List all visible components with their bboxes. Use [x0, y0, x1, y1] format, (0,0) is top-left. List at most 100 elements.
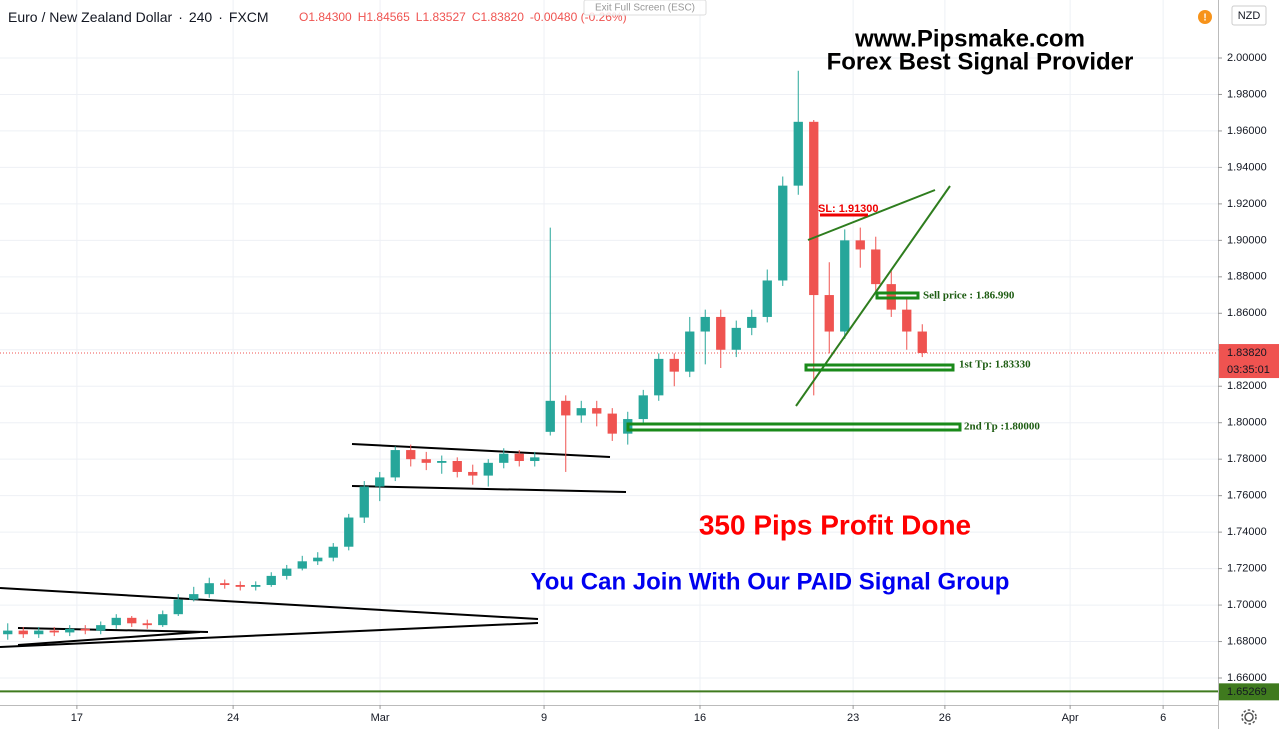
trendlines	[0, 443, 627, 648]
profit-text: 350 Pips Profit Done	[699, 509, 971, 540]
currency-box[interactable]	[1231, 5, 1267, 26]
trendline	[17, 631, 201, 646]
y-tick-label: 1.74000	[1227, 526, 1267, 538]
candle-body	[607, 413, 617, 434]
x-tick-label: 26	[939, 712, 951, 724]
candle-body	[638, 395, 648, 420]
y-tick-label: 1.88000	[1227, 271, 1267, 283]
candle-body	[840, 240, 850, 332]
candle-body	[189, 594, 199, 600]
candle-body	[204, 583, 214, 595]
countdown: 03:35:01	[1227, 364, 1270, 376]
alert-box	[1219, 683, 1279, 701]
alert-icon[interactable]	[1198, 10, 1212, 24]
candle-body	[592, 408, 602, 414]
sell-label: Sell price : 1.86.990	[923, 290, 1015, 302]
x-tick-label: 9	[541, 712, 547, 724]
candle-body	[793, 121, 803, 186]
x-tick-label: 16	[694, 712, 706, 724]
y-tick-label: 1.96000	[1227, 125, 1267, 137]
trendline	[17, 627, 209, 633]
candle-body	[700, 316, 710, 332]
candle-body	[142, 623, 152, 626]
tp1-zone	[804, 363, 955, 372]
candle-body	[514, 453, 524, 462]
x-tick-label: 24	[227, 712, 239, 724]
candle-body	[902, 309, 912, 332]
site: www.Pipsmake.com	[854, 25, 1085, 52]
candle-body	[824, 295, 834, 332]
candle-body	[762, 280, 772, 317]
grid	[0, 0, 1218, 705]
candle-body	[80, 628, 90, 631]
symbol: Euro / New Zealand Dollar · 240 · FXCM	[8, 9, 269, 25]
symbol-name: Euro / New Zealand Dollar	[8, 9, 173, 25]
tagline: Forex Best Signal Provider	[827, 48, 1134, 75]
trendline	[351, 485, 627, 493]
candle-body	[359, 486, 369, 518]
gear-center[interactable]	[1244, 712, 1254, 722]
candle-body	[406, 450, 416, 460]
sell-zone	[875, 291, 920, 300]
settings-icon[interactable]	[1241, 709, 1257, 725]
candle-body	[344, 517, 354, 547]
exit-label[interactable]: Exit Full Screen (ESC)	[595, 3, 695, 14]
candle-body	[34, 630, 44, 635]
join-text: You Can Join With Our PAID Signal Group	[531, 568, 1010, 595]
candle-body	[437, 461, 447, 463]
candle-body	[375, 477, 385, 487]
low: L1.83527	[416, 10, 466, 24]
last-price-box	[1219, 344, 1279, 379]
close: C1.83820	[472, 10, 524, 24]
candles	[3, 70, 927, 640]
candle-body	[266, 575, 276, 586]
exit-button[interactable]	[583, 0, 707, 16]
x-tick-label: 23	[847, 712, 859, 724]
candle-body	[809, 121, 819, 296]
ohlc: O1.84300 H1.84565 L1.83527 C1.83820 -0.00480…	[299, 10, 627, 24]
y-tick-label: 1.72000	[1227, 563, 1267, 575]
y-tick-label: 2.00000	[1227, 52, 1267, 64]
x-tick-label: Mar	[371, 712, 390, 724]
y-tick-label: 1.90000	[1227, 234, 1267, 246]
alert-label: 1.65269	[1227, 686, 1267, 698]
candle-body	[452, 461, 462, 472]
last-price-label: 1.83820	[1227, 347, 1267, 359]
currency[interactable]: NZD	[1238, 10, 1261, 22]
y-tick-label: 1.82000	[1227, 380, 1267, 392]
trendline	[351, 443, 611, 458]
candle-body	[65, 628, 75, 633]
tp1-label: 1st Tp: 1.83330	[959, 359, 1031, 371]
candle-body	[530, 457, 540, 462]
candle-body	[282, 568, 292, 576]
candle-body	[96, 625, 106, 631]
candle-body	[390, 450, 400, 478]
tp2-label: 2nd Tp :1.80000	[964, 421, 1040, 433]
trendline	[0, 587, 539, 620]
y-tick-label: 1.68000	[1227, 635, 1267, 647]
sl-label: SL: 1.91300	[818, 203, 879, 215]
candle-body	[3, 630, 13, 635]
candle-body	[731, 327, 741, 350]
candle-body	[561, 400, 571, 416]
candle-body	[220, 583, 230, 586]
y-tick-label: 1.92000	[1227, 198, 1267, 210]
axes: 1.66000 1.68000 1.70000 1.72000 1.74000 1.760…	[71, 52, 1279, 724]
time-axis-bg	[0, 705, 1218, 729]
candle-body	[158, 614, 168, 626]
candle-body	[468, 471, 478, 476]
candle-body	[127, 617, 137, 624]
gear-teeth[interactable]	[1241, 709, 1257, 725]
candle-body	[576, 408, 586, 416]
y-tick-label: 1.78000	[1227, 453, 1267, 465]
candle-body	[18, 630, 28, 635]
x-tick-label: 17	[71, 712, 83, 724]
candle-body	[855, 240, 865, 250]
y-tick-label: 1.70000	[1227, 599, 1267, 611]
candle-body	[871, 249, 881, 285]
candle-body	[297, 561, 307, 569]
alert-icon-mark[interactable]: !	[1203, 13, 1206, 24]
candle-body	[328, 546, 338, 558]
